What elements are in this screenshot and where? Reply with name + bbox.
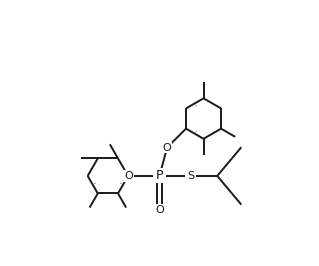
Text: O: O [155,205,164,215]
Text: P: P [156,169,163,182]
Text: O: O [163,143,172,153]
Text: O: O [124,171,133,181]
Text: S: S [187,171,194,181]
